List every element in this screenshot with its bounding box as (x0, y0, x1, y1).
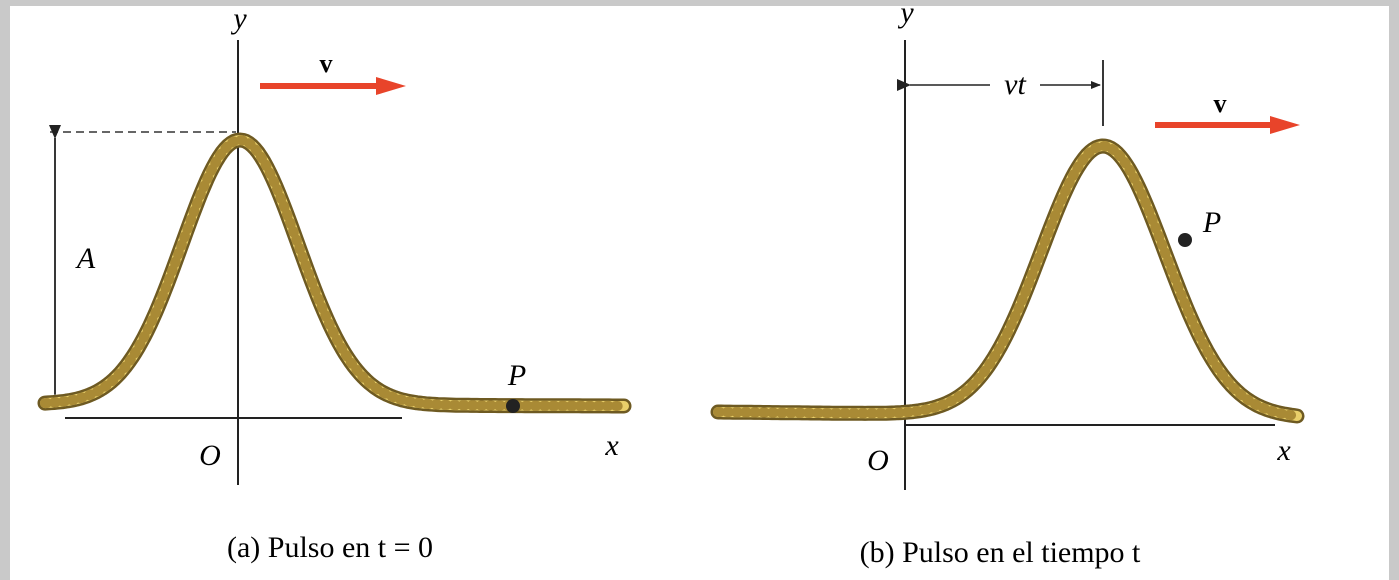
v-label: v (320, 49, 333, 78)
panel-b: y vt v P O x (b) Pulso en el tiempo t (710, 0, 1305, 569)
caption: (a) Pulso en t = 0 (227, 531, 433, 564)
point-label: P (1202, 206, 1221, 239)
y-label: y (230, 2, 247, 35)
y-label: y (897, 0, 914, 29)
rope-layer (713, 141, 1302, 421)
origin-label: O (867, 444, 889, 477)
amplitude-label: A (75, 242, 96, 275)
distance-label: vt (1004, 68, 1026, 101)
panel-a: y v A O P x (a) Pulso en t = 0 (37, 2, 632, 564)
v-label: v (1214, 89, 1227, 118)
background (10, 6, 1389, 580)
rope-layer (40, 135, 629, 411)
origin-label: O (199, 439, 221, 472)
point-p (1178, 233, 1192, 247)
point-label: P (507, 359, 526, 392)
x-label: x (604, 429, 619, 462)
x-label: x (1276, 434, 1291, 467)
point-p (506, 399, 520, 413)
caption: (b) Pulso en el tiempo t (860, 536, 1141, 569)
